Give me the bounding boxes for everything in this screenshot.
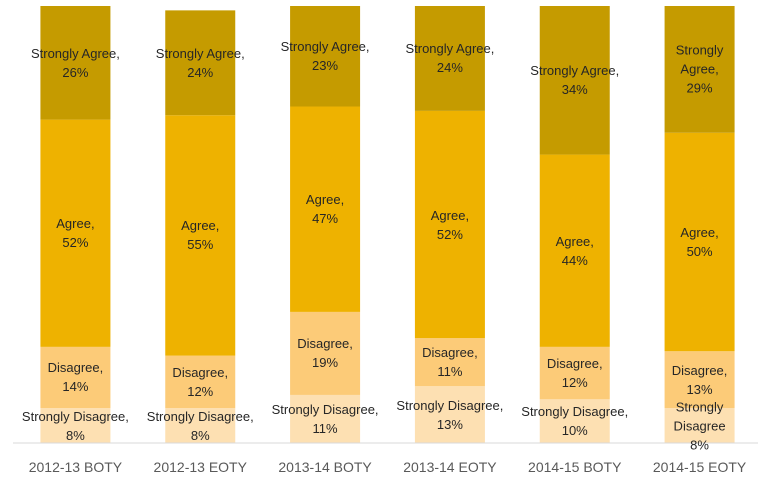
bar-segment bbox=[165, 10, 236, 116]
bar-segment bbox=[290, 6, 361, 107]
data-label: Agree, 47% bbox=[305, 192, 345, 227]
data-label: Agree, 52% bbox=[430, 207, 470, 242]
data-label: Disagree, 11% bbox=[422, 345, 478, 380]
data-label: Strongly Disagree, 8% bbox=[21, 408, 129, 443]
data-label: Strongly Disagree 8% bbox=[673, 399, 726, 453]
bar-segment bbox=[414, 110, 485, 339]
x-tick-label: 2012-13 EOTY bbox=[153, 459, 247, 475]
data-label: Strongly Disagree, 11% bbox=[271, 401, 379, 436]
data-label: Strongly Agree, 29% bbox=[675, 42, 724, 96]
x-tick-label: 2012-13 BOTY bbox=[28, 459, 123, 475]
x-tick-label: 2013-14 EOTY bbox=[403, 459, 497, 475]
bar-segment bbox=[539, 6, 610, 155]
data-label: Agree, 52% bbox=[56, 216, 95, 251]
data-label: Strongly Disagree, 8% bbox=[146, 408, 254, 443]
data-label: Disagree, 14% bbox=[47, 360, 104, 395]
data-label: Strongly Disagree, 13% bbox=[396, 397, 504, 432]
data-label: Strongly Agree, 24% bbox=[155, 45, 245, 80]
data-label: Strongly Disagree, 10% bbox=[521, 404, 629, 439]
data-label: Strongly Agree, 34% bbox=[530, 63, 620, 98]
bar-segment bbox=[40, 346, 111, 409]
x-tick-label: 2014-15 EOTY bbox=[652, 459, 747, 475]
bar-segment bbox=[165, 408, 236, 443]
bar-segment bbox=[664, 351, 735, 409]
bar-segment bbox=[664, 6, 735, 133]
data-label: Agree, 44% bbox=[555, 233, 594, 268]
bar-segment bbox=[40, 408, 111, 443]
bar-segment bbox=[539, 399, 610, 443]
bar-segment bbox=[290, 311, 361, 395]
data-label: Agree, 50% bbox=[680, 224, 719, 259]
bar-segment bbox=[165, 115, 236, 356]
x-tick-label: 2013-14 BOTY bbox=[278, 459, 372, 475]
data-label: Strongly Agree, 24% bbox=[405, 41, 495, 76]
bar-segment bbox=[165, 355, 236, 409]
bar-segment bbox=[539, 346, 610, 400]
bar-segment bbox=[664, 132, 735, 352]
bar-segment bbox=[290, 106, 361, 312]
data-label: Disagree, 12% bbox=[172, 364, 229, 399]
data-label: Agree, 55% bbox=[181, 218, 220, 253]
data-label: Strongly Agree, 23% bbox=[280, 39, 370, 74]
data-label: Disagree, 13% bbox=[671, 362, 728, 397]
bar-segment bbox=[414, 338, 485, 387]
bar-segment bbox=[664, 408, 735, 443]
bar-segment bbox=[40, 6, 111, 120]
bar-segment bbox=[40, 119, 111, 347]
bar-segment bbox=[290, 394, 361, 443]
bar-segment bbox=[414, 386, 485, 443]
data-label: Strongly Agree, 26% bbox=[30, 45, 120, 80]
data-label: Disagree, 19% bbox=[297, 336, 353, 371]
data-label: Disagree, 12% bbox=[546, 356, 603, 391]
x-tick-label: 2014-15 BOTY bbox=[528, 459, 622, 475]
bar-segment bbox=[414, 6, 485, 111]
bar-segment bbox=[539, 154, 610, 347]
